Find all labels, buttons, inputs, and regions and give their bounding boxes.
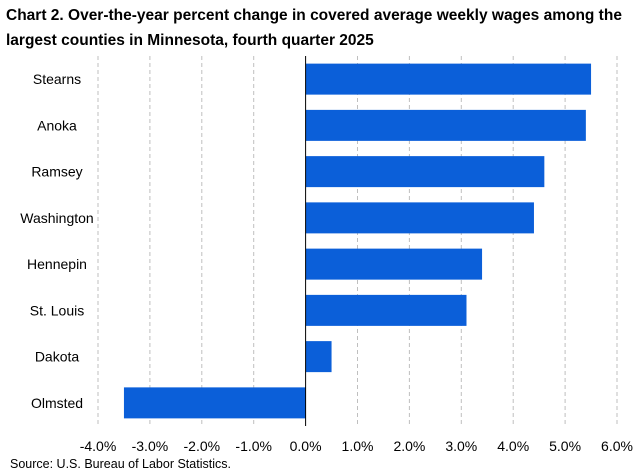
category-label: Olmsted [31, 395, 83, 411]
x-tick-label: 0.0% [290, 438, 322, 454]
x-tick-label: -1.0% [235, 438, 272, 454]
bar-hennepin [305, 248, 483, 280]
x-tick-label: 1.0% [342, 438, 374, 454]
bar-ramsey [305, 156, 545, 188]
bars [123, 63, 592, 419]
bar-washington [305, 202, 534, 234]
category-label: Washington [20, 210, 93, 226]
x-tick-label: -4.0% [80, 438, 117, 454]
category-label: Dakota [35, 349, 80, 365]
chart-title: Chart 2. Over-the-year percent change in… [6, 7, 622, 49]
category-label: Stearns [33, 71, 81, 87]
labels: Stearns Anoka Ramsey Washington Hennepin St. … [20, 71, 633, 454]
x-tick-label: 6.0% [601, 438, 633, 454]
x-tick-label: 4.0% [497, 438, 529, 454]
bar-olmsted [123, 387, 306, 419]
x-tick-label: -2.0% [184, 438, 221, 454]
bar-st-louis [305, 294, 467, 326]
source-note: Source: U.S. Bureau of Labor Statistics. [10, 457, 231, 471]
category-label: St. Louis [30, 302, 84, 318]
bar-stearns [305, 63, 592, 95]
x-tick-label: 2.0% [393, 438, 425, 454]
category-label: Anoka [37, 117, 77, 133]
x-tick-label: 3.0% [445, 438, 477, 454]
bar-dakota [305, 341, 332, 373]
x-tick-label: 5.0% [549, 438, 581, 454]
x-tick-label: -3.0% [132, 438, 169, 454]
gridlines [97, 56, 618, 426]
category-label: Hennepin [27, 256, 87, 272]
category-label: Ramsey [31, 164, 82, 180]
bar-anoka [305, 109, 586, 141]
